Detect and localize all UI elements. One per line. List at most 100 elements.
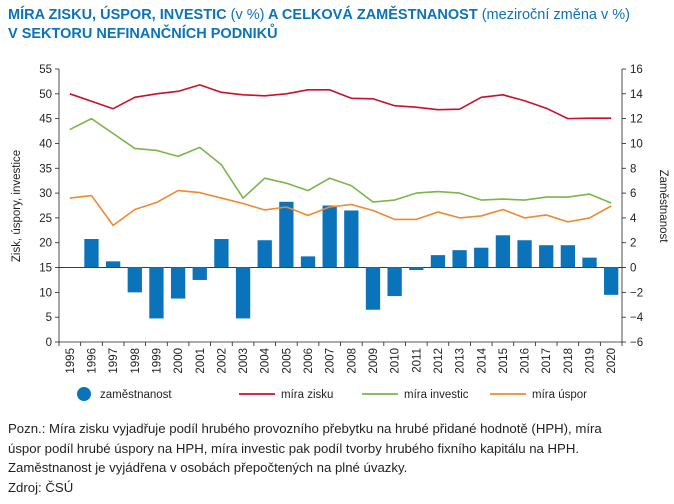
footnote: Pozn.: Míra zisku vyjadřuje podíl hrubéh… — [8, 419, 668, 497]
left-tick-label: 0 — [46, 337, 52, 349]
x-tick-label: 2019 — [585, 348, 597, 374]
legend-label: míra úspor — [532, 389, 587, 401]
right-tick-label: 12 — [630, 114, 643, 126]
employment-bar — [235, 267, 251, 319]
left-tick-label: 25 — [39, 213, 52, 225]
x-tick-label: 2009 — [368, 348, 380, 374]
employment-bars — [84, 201, 619, 319]
employment-bar — [214, 239, 229, 268]
right-tick-label: 4 — [630, 213, 637, 225]
series-line — [69, 117, 612, 204]
employment-bar — [495, 235, 511, 268]
employment-bar — [127, 267, 142, 293]
employment-bar — [387, 267, 402, 297]
employment-bar — [192, 267, 207, 280]
chart-title: MÍRA ZISKU, ÚSPOR, INVESTIC (v %) A CELK… — [8, 6, 668, 44]
title-main: MÍRA ZISKU, ÚSPOR, INVESTIC — [8, 7, 227, 23]
employment-bar — [474, 247, 489, 268]
x-tick-label: 2010 — [390, 348, 402, 374]
employment-bar — [452, 250, 467, 268]
employment-bar — [279, 201, 294, 268]
right-tick-label: 6 — [630, 188, 636, 200]
right-tick-label: −4 — [630, 312, 644, 324]
x-tick-label: 2002 — [216, 348, 228, 374]
right-tick-label: 0 — [630, 263, 636, 275]
employment-bar — [300, 256, 316, 268]
employment-bar — [105, 261, 121, 268]
footnote-line-3: Zaměstnanost je vyjádřena v osobách přep… — [8, 460, 408, 475]
title-rest: A CELKOVÁ ZAMĚSTNANOST — [267, 7, 478, 23]
left-tick-label: 5 — [46, 312, 52, 324]
series-line — [69, 189, 612, 227]
x-tick-label: 2012 — [433, 348, 445, 374]
source-note: Zdroj: ČSÚ — [8, 479, 74, 495]
employment-bar — [560, 245, 576, 268]
employment-bar — [257, 240, 272, 268]
combo-chart: 0 5 10 15 20 25 30 35 40 45 50 55 −6 −4 −2 0 2 4 6 8 10 12 14 1… — [11, 64, 669, 401]
legend-label: míra investic — [404, 389, 469, 401]
x-tick-label: 2008 — [346, 348, 358, 374]
title-unit: (v %) — [230, 7, 265, 23]
chart-title-line1: MÍRA ZISKU, ÚSPOR, INVESTIC (v %) A CELK… — [8, 6, 668, 25]
legend-label: míra zisku — [281, 389, 333, 401]
x-tick-label: 1997 — [108, 348, 120, 374]
right-tick-label: 14 — [630, 89, 643, 101]
x-tick-label: 2011 — [411, 348, 423, 373]
employment-bar — [322, 205, 337, 268]
chart-title-line2: V SEKTORU NEFINANČNÍCH PODNIKŮ — [8, 26, 278, 42]
x-tick-label: 2005 — [281, 348, 293, 374]
x-tick-labels: 1995 1996 1997 1998 1999 2000 2001 2002 2003 2004… — [65, 347, 618, 373]
x-tick-label: 2001 — [195, 348, 207, 374]
right-tick-label: 8 — [630, 163, 636, 175]
employment-bar — [604, 267, 619, 295]
left-axis-label: Zisk, úspory, investice — [11, 150, 23, 262]
left-tick-label: 35 — [39, 163, 52, 175]
employment-bar — [149, 267, 164, 319]
employment-bar — [582, 257, 597, 268]
rate-lines — [69, 84, 612, 227]
employment-bar — [539, 245, 554, 268]
left-tick-label: 50 — [39, 89, 52, 101]
x-tick-label: 2018 — [563, 348, 575, 374]
x-tick-label: 1998 — [130, 348, 142, 374]
footnote-line-2: úspor podíl hrubé úspory na HPH, míra in… — [8, 440, 580, 456]
employment-bar — [517, 240, 532, 268]
x-tick-label: 1996 — [86, 348, 98, 374]
right-tick-label: 16 — [630, 64, 643, 76]
x-tick-label: 2006 — [303, 348, 315, 374]
left-tick-label: 10 — [39, 287, 52, 299]
employment-bar — [430, 255, 446, 268]
employment-bar — [344, 210, 359, 268]
employment-bar — [409, 267, 424, 271]
right-tick-label: −2 — [630, 287, 643, 299]
x-tick-label: 2004 — [260, 347, 272, 373]
footnote-line-1: Pozn.: Míra zisku vyjadřuje podíl hrubéh… — [8, 421, 602, 436]
title-unit-2: (meziroční změna v %) — [481, 7, 630, 23]
x-tick-label: 2020 — [606, 348, 618, 374]
x-tick-label: 2007 — [325, 348, 337, 374]
x-tick-label: 2015 — [498, 348, 510, 374]
legend: zaměstnanost míra zisku míra investic míra … — [77, 387, 587, 401]
left-tick-label: 30 — [39, 188, 52, 200]
left-tick-label: 45 — [39, 114, 52, 126]
legend-label: zaměstnanost — [100, 389, 172, 401]
x-tick-label: 2000 — [173, 348, 185, 374]
right-tick-label: 2 — [630, 238, 636, 250]
right-tick-label: −6 — [630, 337, 643, 349]
x-tick-label: 2016 — [520, 348, 532, 374]
series-line — [69, 84, 612, 120]
x-tick-label: 1995 — [65, 348, 77, 374]
x-tick-label: 2017 — [541, 348, 553, 374]
left-tick-label: 40 — [39, 138, 52, 150]
chart-axes: 0 5 10 15 20 25 30 35 40 45 50 55 −6 −4 −2 0 2 4 6 8 10 12 14 1… — [39, 64, 644, 349]
left-tick-label: 15 — [39, 263, 52, 275]
right-tick-label: 10 — [630, 138, 643, 150]
right-axis-label: Zaměstnanost — [657, 170, 669, 244]
x-tick-label: 2014 — [476, 347, 488, 373]
legend-marker — [77, 387, 91, 401]
employment-bar — [170, 267, 186, 299]
employment-bar — [84, 239, 99, 268]
x-tick-label: 2013 — [455, 348, 467, 374]
left-tick-label: 55 — [39, 64, 52, 76]
x-tick-label: 1999 — [151, 348, 163, 374]
